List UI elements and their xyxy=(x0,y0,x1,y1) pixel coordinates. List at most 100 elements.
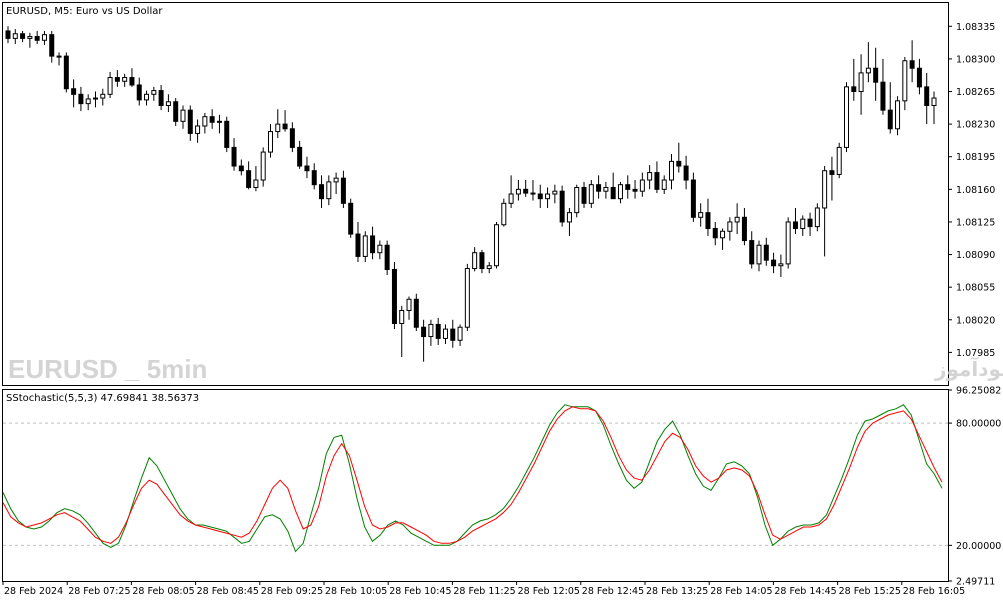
time-tick-label: 28 Feb 12:05 xyxy=(518,586,580,597)
candle-bull xyxy=(778,263,784,267)
candle-bull xyxy=(494,224,500,267)
candle-bull xyxy=(865,67,871,74)
candle-bull xyxy=(566,212,572,223)
candle-bear xyxy=(435,323,441,339)
time-tick-label: 28 Feb 10:45 xyxy=(389,586,451,597)
candle-bear xyxy=(887,109,893,130)
indicator-panel-title: SStochastic(5,5,3) 47.69841 38.56373 xyxy=(6,393,199,404)
candle-bear xyxy=(340,177,346,204)
candle-bear xyxy=(34,36,40,41)
candle-bear xyxy=(129,77,135,86)
candle-bull xyxy=(165,101,171,106)
candle-bull xyxy=(216,120,222,123)
candle-bear xyxy=(676,160,682,167)
candle-bear xyxy=(632,188,638,192)
candle-bull xyxy=(253,179,259,188)
time-tick-label: 28 Feb 08:45 xyxy=(197,586,259,597)
candle-bear xyxy=(49,34,55,57)
candle-bear xyxy=(63,55,69,90)
candle-bear xyxy=(289,128,295,148)
candle-bear xyxy=(596,184,602,192)
time-axis: 28 Feb 2024 28 Feb 07:25 28 Feb 08:05 28 Fe… xyxy=(2,581,965,597)
candle-bear xyxy=(683,165,689,181)
candle-bear xyxy=(413,298,419,328)
time-tick-label: 28 Feb 11:25 xyxy=(453,586,515,597)
time-tick-label: 28 Feb 2024 xyxy=(4,586,63,597)
indicator-panel[interactable] xyxy=(2,389,949,582)
candle-bull xyxy=(202,116,208,127)
price-tick-label: 1.08265 xyxy=(956,87,995,98)
time-tick-label: 28 Feb 10:05 xyxy=(325,586,387,597)
candle-bear xyxy=(880,81,886,111)
candle-bear xyxy=(370,235,376,254)
candle-bear xyxy=(690,179,696,218)
candle-bull xyxy=(333,177,339,183)
price-tick-label: 1.08335 xyxy=(956,22,995,33)
candle-bull xyxy=(442,328,448,339)
candle-bull xyxy=(472,252,478,270)
candle-bear xyxy=(391,268,397,325)
candle-bull xyxy=(756,244,762,265)
candle-bear xyxy=(924,86,930,106)
candle-bear xyxy=(851,86,857,93)
candle-bull xyxy=(41,34,47,41)
candle-bear xyxy=(479,252,485,270)
candle-bear xyxy=(916,67,922,88)
candle-bear xyxy=(523,188,529,194)
time-tick-label: 28 Feb 08:05 xyxy=(132,586,194,597)
candle-bull xyxy=(858,72,864,93)
time-tick-label: 28 Feb 12:45 xyxy=(582,586,644,597)
price-panel[interactable] xyxy=(2,2,949,386)
candle-bull xyxy=(698,212,704,218)
candle-bull xyxy=(552,190,558,195)
candle-bull xyxy=(406,298,412,311)
candle-bear xyxy=(173,101,179,122)
candle-bull xyxy=(27,36,33,39)
candle-bear xyxy=(792,221,798,229)
candle-bear xyxy=(78,93,84,105)
candle-bull xyxy=(836,146,842,175)
candle-bear xyxy=(749,240,755,265)
price-panel-title: EURUSD, M5: Euro vs US Dollar xyxy=(6,6,163,17)
candle-bull xyxy=(377,244,383,254)
candle-bear xyxy=(224,120,230,148)
candle-bear xyxy=(238,165,244,172)
candle-bear xyxy=(625,184,631,190)
time-tick-label: 28 Feb 14:05 xyxy=(710,586,772,597)
candle-bear xyxy=(355,233,361,257)
candle-bear xyxy=(873,67,879,83)
candle-bear xyxy=(158,90,164,106)
candle-bull xyxy=(545,193,551,200)
candle-bull xyxy=(822,170,828,209)
candle-bull xyxy=(895,100,901,130)
candle-bull xyxy=(326,181,332,200)
candle-bull xyxy=(931,97,937,106)
price-tick-label: 1.08020 xyxy=(956,315,995,326)
candle-bear xyxy=(705,212,711,229)
candle-bear xyxy=(304,165,310,172)
stochastic-lines xyxy=(2,404,943,553)
price-tick-label: 1.08090 xyxy=(956,250,995,261)
candle-bull xyxy=(574,186,580,214)
price-tick-label: 1.07985 xyxy=(956,348,995,359)
candle-bull xyxy=(267,131,273,153)
candle-bull xyxy=(107,77,113,95)
candlestick-series xyxy=(5,26,937,362)
candle-bull xyxy=(151,90,157,95)
stochastic-d-line xyxy=(2,406,943,544)
time-tick-label: 28 Feb 09:25 xyxy=(261,586,323,597)
candle-bull xyxy=(100,93,106,99)
candle-bull xyxy=(195,125,201,134)
candle-bull xyxy=(362,235,368,257)
candle-bull xyxy=(180,109,186,122)
candle-bear xyxy=(20,33,26,39)
candle-bull xyxy=(617,184,623,200)
candle-bull xyxy=(661,179,667,190)
candle-bear xyxy=(209,116,215,123)
candle-bear xyxy=(231,146,237,167)
candle-bear xyxy=(581,186,587,204)
candle-bull xyxy=(501,202,507,226)
stochastic-k-line xyxy=(2,404,943,553)
time-tick-label: 28 Feb 14:45 xyxy=(774,586,836,597)
